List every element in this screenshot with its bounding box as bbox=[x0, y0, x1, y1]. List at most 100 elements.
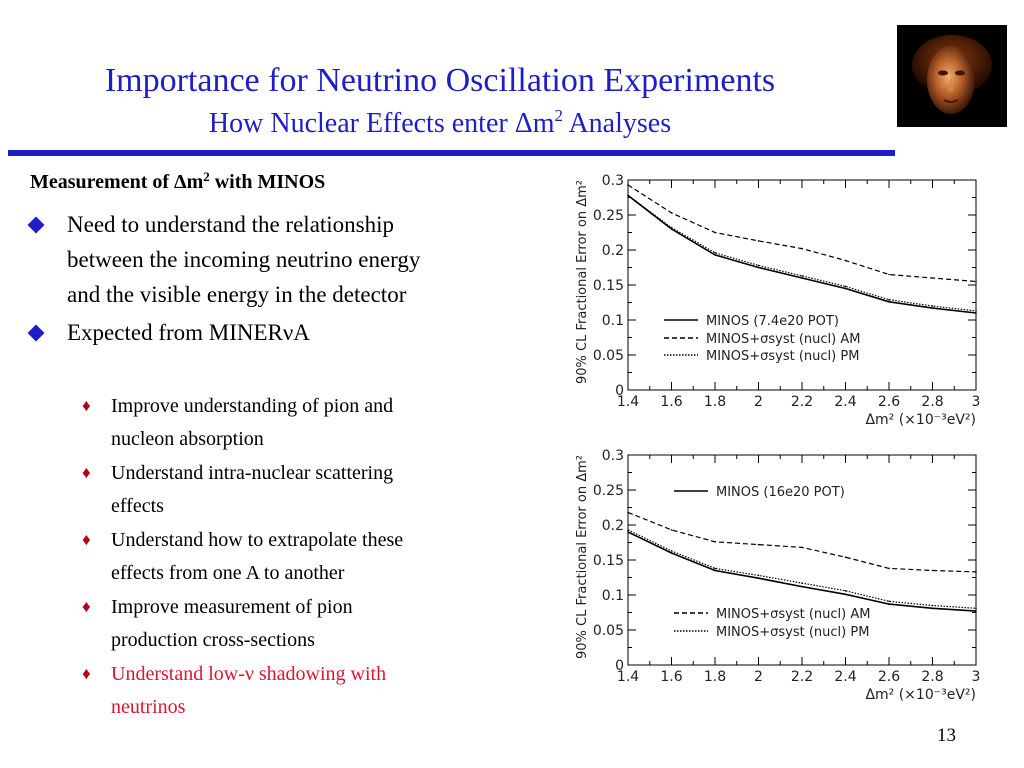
data-point bbox=[844, 285, 847, 288]
legend-label: MINOS (7.4e20 POT) bbox=[706, 314, 839, 329]
subbullet-line: Understand intra-nuclear scattering bbox=[111, 462, 394, 484]
subbullet-line: Understand low-ν shadowing with bbox=[111, 663, 387, 685]
data-point bbox=[757, 266, 760, 269]
data-point bbox=[714, 252, 716, 254]
subbullet-line: Improve understanding of pion and bbox=[111, 395, 394, 417]
subbullet-line: nucleon absorption bbox=[111, 428, 264, 450]
data-point bbox=[931, 305, 934, 307]
x-tick-label: 2.8 bbox=[921, 669, 943, 685]
data-point bbox=[801, 546, 803, 549]
subbullet-line: effects bbox=[111, 495, 164, 517]
legend-label: MINOS+σsyst (nucl) PM bbox=[716, 625, 869, 640]
bullet-line: Expected from MINERνA bbox=[67, 320, 310, 345]
data-point bbox=[627, 529, 629, 531]
data-point bbox=[757, 577, 760, 579]
x-tick-label: 2.4 bbox=[834, 669, 856, 685]
data-point bbox=[888, 301, 890, 303]
bullet-line: between the incoming neutrino energy bbox=[67, 247, 421, 272]
diamond-bullet-icon bbox=[27, 216, 45, 234]
series-line bbox=[627, 529, 977, 609]
data-point bbox=[888, 298, 890, 301]
y-tick-label: 0.2 bbox=[602, 243, 624, 259]
slide-title: Importance for Neutrino Oscillation Expe… bbox=[104, 62, 776, 99]
x-tick-label: 2 bbox=[754, 669, 763, 685]
x-tick-label: 3 bbox=[972, 669, 981, 685]
series-line bbox=[627, 194, 977, 314]
data-point bbox=[931, 569, 934, 572]
legend-label: MINOS (16e20 POT) bbox=[716, 485, 845, 500]
y-axis-label: 90% CL Fractional Error on Δm² bbox=[575, 180, 590, 384]
data-point bbox=[670, 212, 673, 214]
x-tick-label: 2.8 bbox=[921, 394, 943, 410]
data-point bbox=[844, 590, 847, 592]
subbullet-line: neutrinos bbox=[111, 696, 186, 718]
page-number: 13 bbox=[937, 725, 956, 746]
y-tick-label: 0 bbox=[615, 383, 624, 399]
data-point bbox=[757, 574, 760, 577]
small-diamond-icon: ♦ bbox=[82, 530, 91, 549]
data-point bbox=[975, 280, 977, 283]
subbullet-line: production cross-sections bbox=[111, 629, 315, 651]
y-tick-label: 0.05 bbox=[593, 623, 624, 639]
x-tick-label: 2.6 bbox=[878, 394, 900, 410]
data-point bbox=[931, 277, 934, 279]
y-tick-label: 0.2 bbox=[602, 518, 624, 534]
data-point bbox=[888, 273, 890, 276]
logo-image bbox=[897, 25, 1007, 127]
data-point bbox=[801, 275, 803, 277]
x-tick-label: 2.4 bbox=[834, 394, 856, 410]
data-point bbox=[801, 277, 803, 279]
y-tick-label: 0.25 bbox=[593, 483, 624, 499]
y-axis-label: 90% CL Fractional Error on Δm² bbox=[575, 455, 590, 659]
data-point bbox=[931, 607, 934, 610]
y-tick-label: 0.15 bbox=[593, 553, 624, 569]
data-point bbox=[714, 569, 716, 572]
data-point bbox=[844, 287, 847, 290]
title-divider bbox=[8, 150, 895, 156]
data-point bbox=[801, 585, 803, 588]
data-point bbox=[670, 529, 673, 531]
slide-subtitle: How Nuclear Effects enter Δm2 Analyses bbox=[208, 106, 672, 139]
x-tick-label: 1.6 bbox=[660, 394, 682, 410]
data-point bbox=[844, 259, 847, 262]
legend-label: MINOS+σsyst (nucl) AM bbox=[706, 332, 860, 347]
data-point bbox=[801, 247, 803, 250]
small-diamond-icon: ♦ bbox=[82, 463, 91, 482]
small-diamond-icon: ♦ bbox=[82, 664, 91, 683]
data-point bbox=[975, 610, 977, 612]
y-tick-label: 0.3 bbox=[602, 448, 624, 464]
x-tick-label: 1.4 bbox=[617, 394, 639, 410]
data-point bbox=[975, 571, 977, 573]
data-point bbox=[714, 254, 716, 256]
x-tick-label: 2.2 bbox=[791, 669, 813, 685]
x-tick-label: 1.4 bbox=[617, 669, 639, 685]
data-point bbox=[670, 228, 673, 230]
data-point bbox=[627, 531, 629, 533]
data-point bbox=[627, 184, 629, 186]
x-tick-label: 2.2 bbox=[791, 394, 813, 410]
y-tick-label: 0.3 bbox=[602, 173, 624, 189]
data-point bbox=[801, 582, 803, 584]
data-point bbox=[714, 231, 716, 234]
data-point bbox=[757, 240, 760, 242]
subbullet-line: Understand how to extrapolate these bbox=[111, 529, 404, 551]
data-point bbox=[975, 312, 977, 314]
y-tick-label: 0 bbox=[615, 658, 624, 674]
data-point bbox=[975, 310, 977, 312]
data-point bbox=[888, 567, 890, 570]
data-point bbox=[888, 600, 890, 603]
data-point bbox=[844, 593, 847, 596]
bronze-head-icon bbox=[897, 25, 1007, 127]
y-tick-label: 0.25 bbox=[593, 208, 624, 224]
x-tick-label: 1.8 bbox=[704, 394, 726, 410]
x-tick-label: 1.8 bbox=[704, 669, 726, 685]
legend-label: MINOS+σsyst (nucl) AM bbox=[716, 607, 870, 622]
data-point bbox=[670, 226, 673, 229]
x-tick-label: 3 bbox=[972, 394, 981, 410]
series-line bbox=[627, 194, 977, 312]
series-line bbox=[627, 531, 977, 612]
data-point bbox=[931, 604, 934, 607]
subbullet-line: effects from one A to another bbox=[111, 562, 345, 584]
x-axis-label: Δm² (×10⁻³eV²) bbox=[865, 412, 976, 428]
data-point bbox=[975, 607, 977, 610]
